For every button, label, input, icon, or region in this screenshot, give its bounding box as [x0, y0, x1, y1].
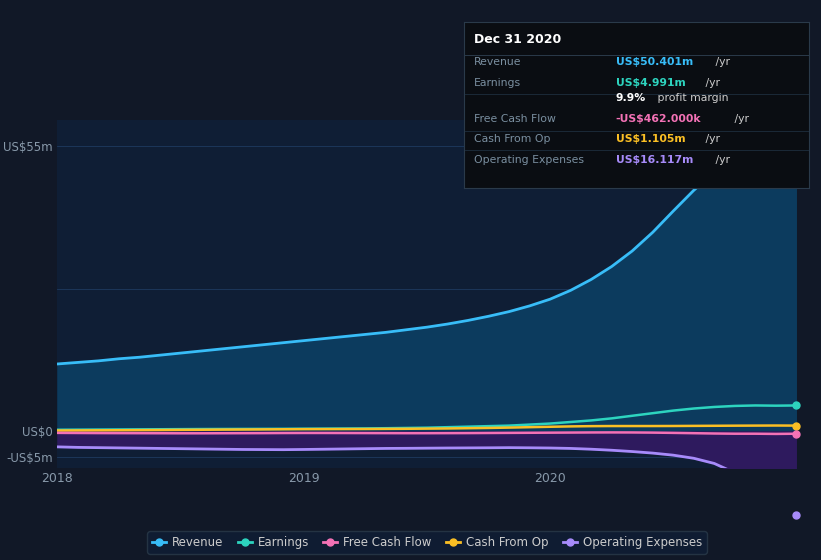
Text: US$16.117m: US$16.117m: [616, 155, 693, 165]
Text: Free Cash Flow: Free Cash Flow: [475, 114, 556, 124]
Text: -US$462.000k: -US$462.000k: [616, 114, 701, 124]
Text: Dec 31 2020: Dec 31 2020: [475, 33, 562, 46]
Text: /yr: /yr: [732, 114, 750, 124]
Text: Earnings: Earnings: [475, 78, 521, 88]
Text: Operating Expenses: Operating Expenses: [475, 155, 585, 165]
Text: /yr: /yr: [703, 78, 721, 88]
Text: US$1.105m: US$1.105m: [616, 134, 686, 144]
Text: US$50.401m: US$50.401m: [616, 57, 693, 67]
Text: profit margin: profit margin: [654, 92, 729, 102]
Text: /yr: /yr: [703, 134, 721, 144]
Legend: Revenue, Earnings, Free Cash Flow, Cash From Op, Operating Expenses: Revenue, Earnings, Free Cash Flow, Cash …: [147, 531, 707, 554]
Text: 9.9%: 9.9%: [616, 92, 646, 102]
Text: Revenue: Revenue: [475, 57, 521, 67]
Text: /yr: /yr: [712, 155, 730, 165]
Text: /yr: /yr: [712, 57, 730, 67]
Text: US$4.991m: US$4.991m: [616, 78, 686, 88]
Text: Cash From Op: Cash From Op: [475, 134, 551, 144]
